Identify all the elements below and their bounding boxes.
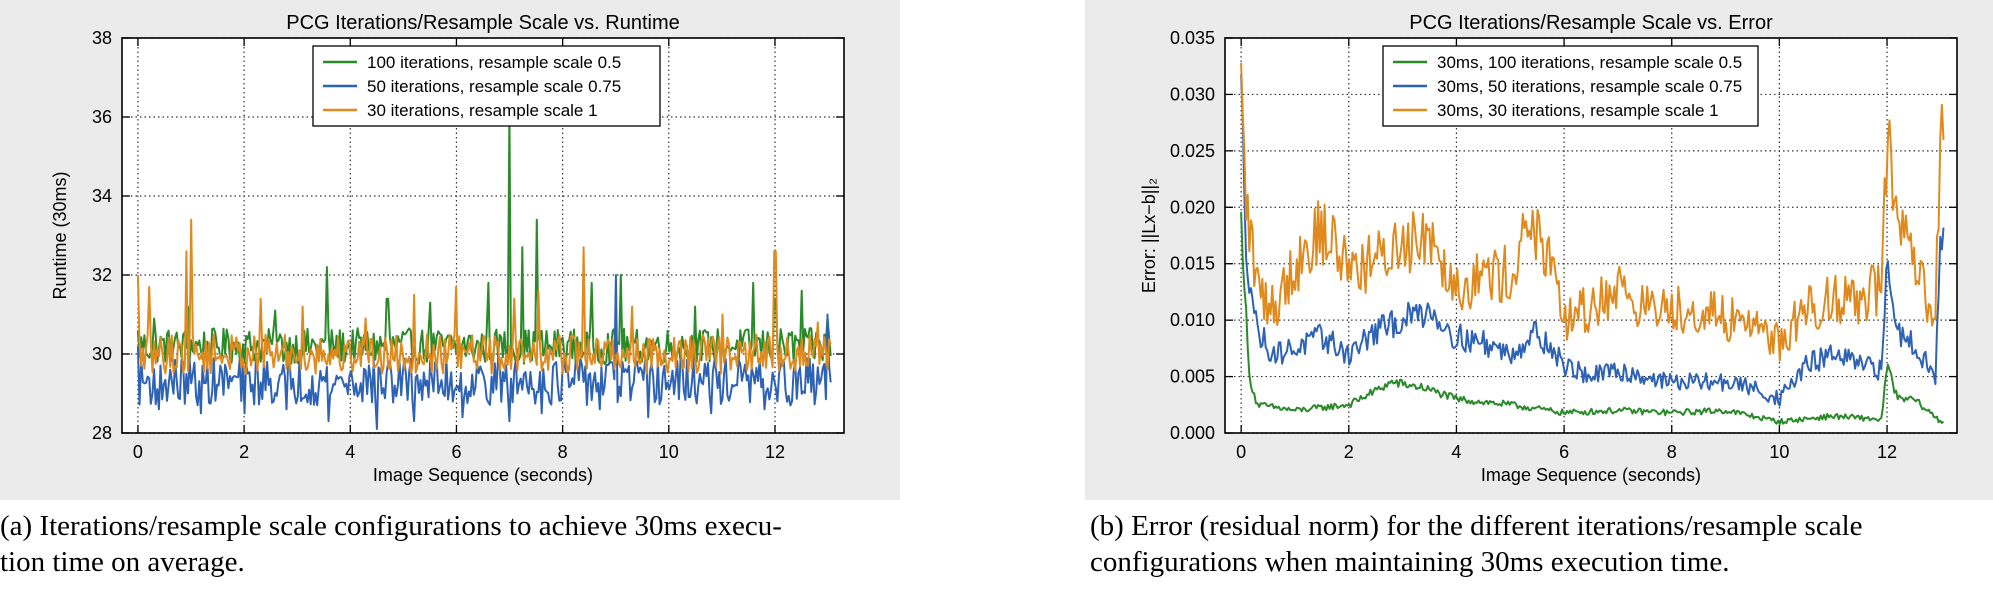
legend-label-1: 30ms, 100 iterations, resample scale 0.5 [1437,53,1742,72]
y-tick-label: 0.035 [1170,28,1215,48]
x-tick-label: 8 [558,442,568,462]
error-chart-panel: 0 2 4 6 8 10 12 0.000 0.005 0.010 0.015 0.020 0.025 0… [1085,0,1993,500]
y-tick-label: 0.030 [1170,84,1215,104]
y-axis-label: Error: ||Lx−b||₂ [1139,178,1159,293]
x-tick-label: 0 [133,442,143,462]
caption-b-line1: Error (residual norm) for the different … [1131,510,1863,542]
y-tick-label: 32 [92,265,112,285]
x-tick-label: 4 [345,442,355,462]
legend-box [312,45,661,127]
y-axis-label: Runtime (30ms) [50,171,70,299]
x-tick-label: 6 [451,442,461,462]
y-tick-label: 0.020 [1170,197,1215,217]
y-tick-label: 38 [92,28,112,48]
y-tick-label: 0.025 [1170,141,1215,161]
x-tick-label: 12 [765,442,785,462]
ticks: 0 2 4 6 8 10 12 28 30 32 34 36 38 [92,28,844,462]
ticks: 0 2 4 6 8 10 12 0.000 0.005 0.010 0.015 0.020 0.025 0… [1170,28,1957,462]
caption-b-label: (b) [1090,510,1124,542]
legend-label-3: 30 iterations, resample scale 1 [367,101,598,120]
y-tick-label: 34 [92,186,112,206]
legend-label-1: 100 iterations, resample scale 0.5 [367,53,621,72]
y-tick-label: 28 [92,423,112,443]
y-tick-label: 30 [92,344,112,364]
series-line-2 [1240,74,1945,407]
runtime-chart-panel: 0 2 4 6 8 10 12 28 30 32 34 36 38 PCG Iterations/Resa… [0,0,900,500]
x-tick-label: 4 [1451,442,1461,462]
plot-frame [1224,37,1958,434]
caption-b-line2: configurations when maintaining 30ms exe… [1090,546,1730,578]
series-group [136,112,832,430]
y-tick-label: 0.005 [1170,367,1215,387]
series-line-3 [136,218,832,375]
caption-a-line2: tion time on average. [0,546,245,578]
chart-title: PCG Iterations/Resample Scale vs. Error [1409,12,1773,34]
x-tick-label: 2 [239,442,249,462]
series-group [1240,62,1945,426]
x-tick-label: 10 [1769,442,1789,462]
x-tick-label: 10 [659,442,679,462]
caption-a-label: (a) [0,510,33,542]
legend: 30ms, 100 iterations, resample scale 0.5… [1382,45,1759,127]
x-tick-label: 2 [1344,442,1354,462]
x-axis-label: Image Sequence (seconds) [373,465,593,485]
x-axis-label: Image Sequence (seconds) [1481,465,1701,485]
caption-a-line1: Iterations/resample scale configurations… [39,510,782,542]
y-tick-label: 0.000 [1170,423,1215,443]
legend-box [1382,45,1759,127]
legend-label-3: 30ms, 30 iterations, resample scale 1 [1437,101,1719,120]
plot-frame [121,37,845,434]
y-tick-label: 0.015 [1170,254,1215,274]
series-line-3 [1240,62,1945,362]
y-tick-label: 0.010 [1170,310,1215,330]
x-tick-label: 0 [1236,442,1246,462]
legend-label-2: 30ms, 50 iterations, resample scale 0.75 [1437,77,1742,96]
x-tick-label: 6 [1559,442,1569,462]
chart-title: PCG Iterations/Resample Scale vs. Runtim… [286,12,680,34]
legend-label-2: 50 iterations, resample scale 0.75 [367,77,621,96]
x-tick-label: 12 [1877,442,1897,462]
runtime-chart: 0 2 4 6 8 10 12 28 30 32 34 36 38 PCG Iterations/Resa… [50,12,845,485]
caption-b: (b) Error (residual norm) for the differ… [1090,508,1990,580]
x-tick-label: 8 [1667,442,1677,462]
caption-a: (a) Iterations/resample scale configurat… [0,508,905,580]
series-line-1 [1240,212,1945,426]
error-chart: 0 2 4 6 8 10 12 0.000 0.005 0.010 0.015 0.020 0.025 0… [1139,12,1958,485]
y-tick-label: 36 [92,107,112,127]
legend: 100 iterations, resample scale 0.5 50 ite… [312,45,661,127]
